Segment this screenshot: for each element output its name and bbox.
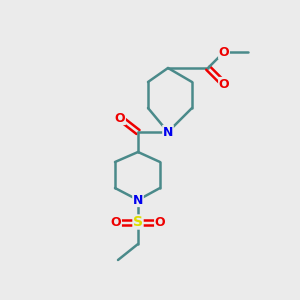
- Text: O: O: [155, 215, 165, 229]
- Text: N: N: [133, 194, 143, 206]
- Text: O: O: [111, 215, 121, 229]
- Text: O: O: [115, 112, 125, 124]
- Text: S: S: [133, 215, 143, 229]
- Text: N: N: [163, 125, 173, 139]
- Text: O: O: [219, 46, 229, 59]
- Text: O: O: [219, 77, 229, 91]
